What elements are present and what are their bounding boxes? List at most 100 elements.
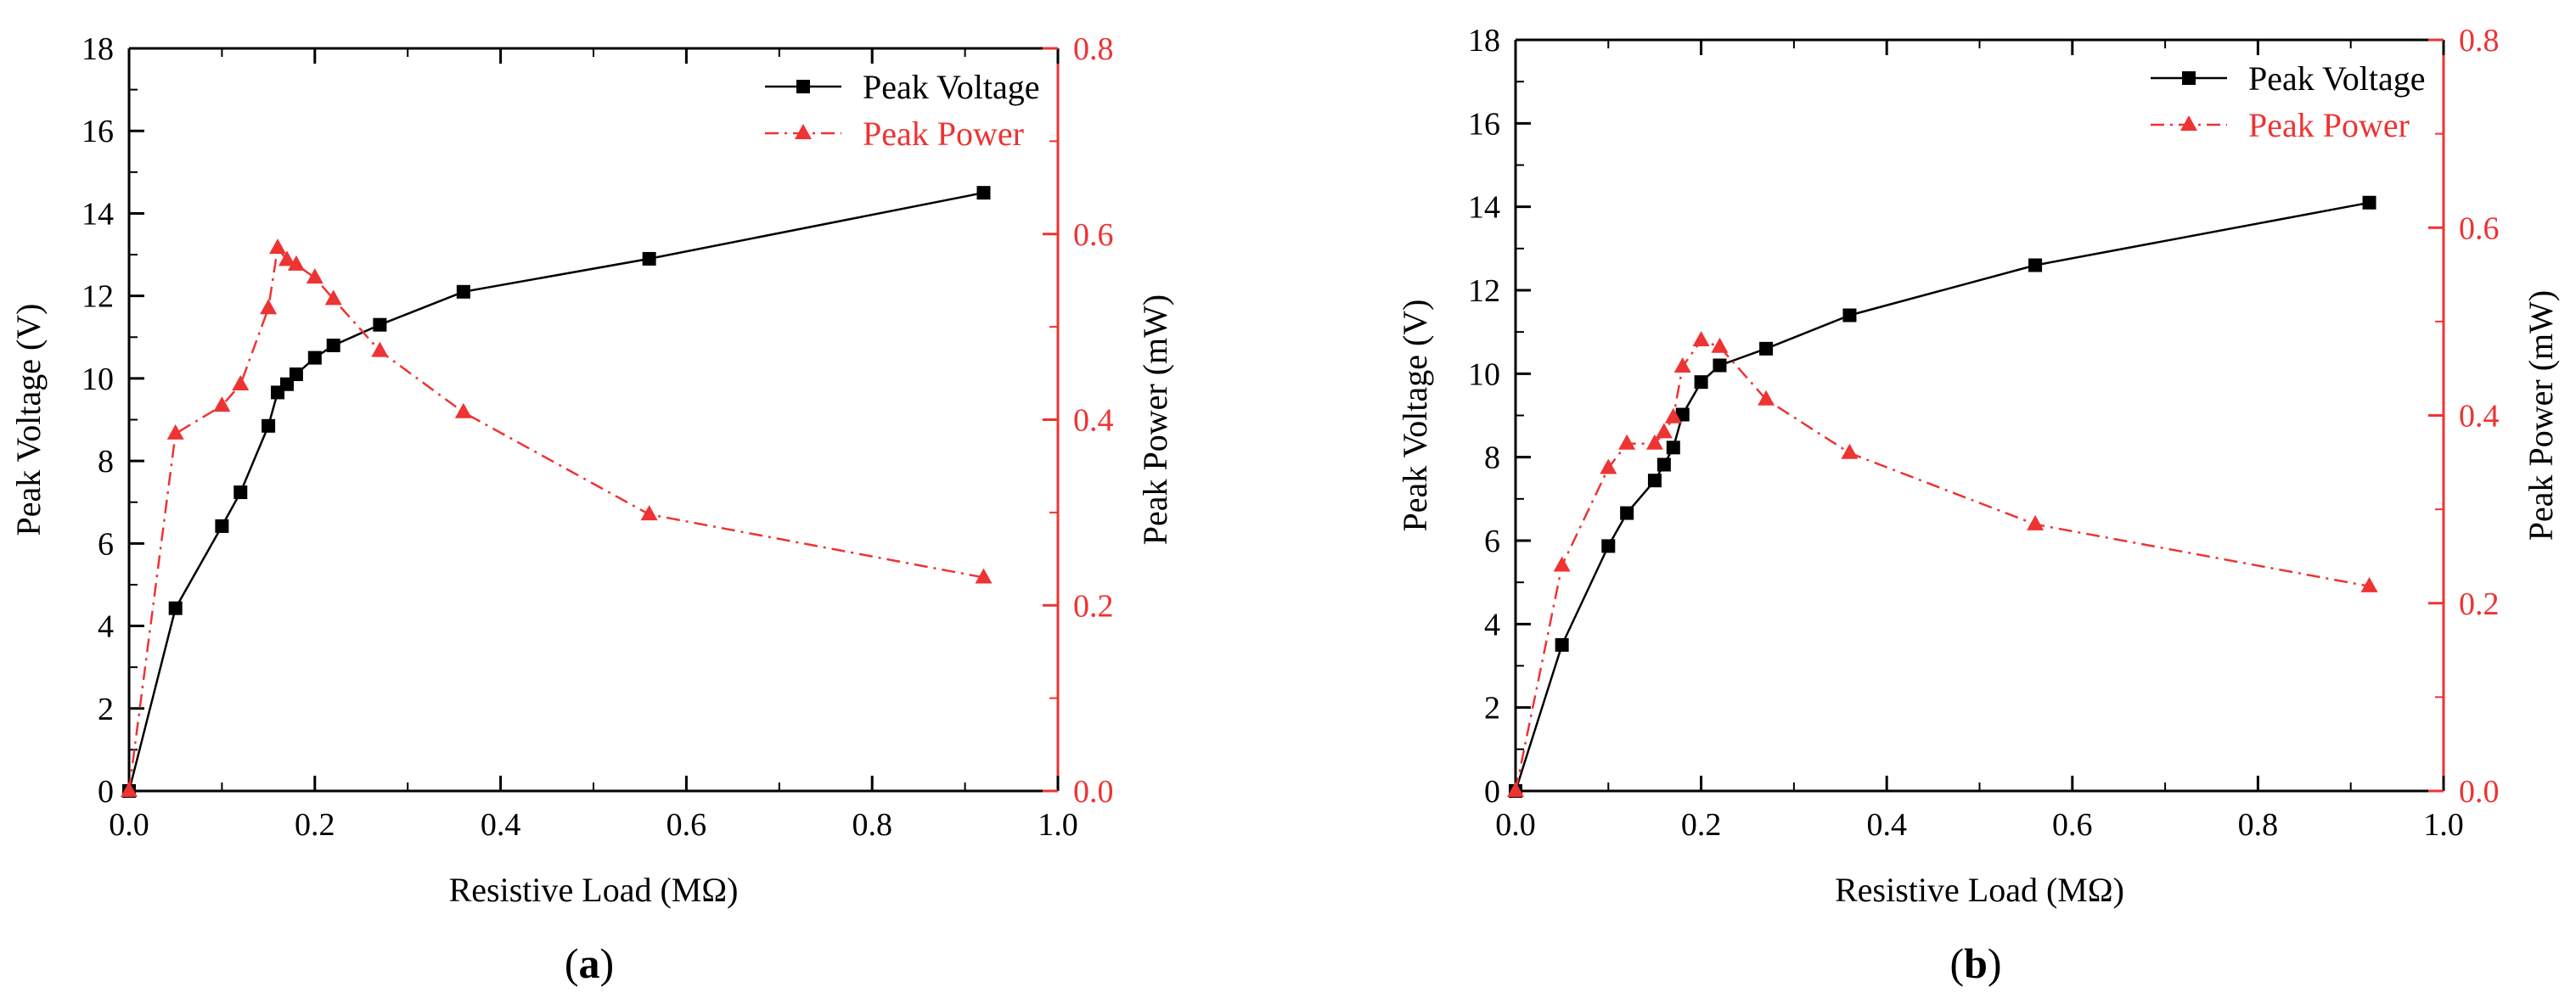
panel-label: (b): [1949, 939, 2001, 987]
peak-power-point: [269, 238, 287, 255]
peak-power-point: [1758, 390, 1775, 406]
x-tick-label: 1.0: [2423, 807, 2464, 843]
y-tick-label: 4: [1484, 607, 1500, 642]
y2-tick-label: 0.8: [2459, 23, 2500, 59]
peak-power-point: [2360, 576, 2378, 592]
y-tick-label: 4: [98, 609, 114, 645]
peak-power-point: [1664, 407, 1682, 423]
peak-voltage-point: [373, 317, 387, 332]
y2-tick-label: 0.2: [1073, 588, 1114, 624]
x-tick-label: 1.0: [1038, 807, 1078, 843]
panel-b: 0.0 0.2 0.4 0.6 0.8 1.0 0 2 4 6 8 10 12 14 16 18 0.0 0.2 0…: [1396, 23, 2560, 987]
peak-voltage-point: [215, 519, 229, 533]
y-tick-label: 0: [1484, 774, 1500, 810]
x-tick-label: 0.6: [2052, 807, 2093, 843]
y2-tick-label: 0.4: [2459, 399, 2500, 435]
y-tick-label: 14: [82, 196, 114, 232]
legend-label-peak-voltage: Peak Voltage: [863, 68, 1040, 106]
peak-voltage-point: [642, 251, 656, 266]
x-tick-label: 0.6: [666, 807, 707, 843]
peak-voltage-point: [1656, 457, 1671, 472]
peak-power-point: [1600, 458, 1617, 474]
peak-voltage-point: [168, 601, 183, 615]
peak-power-point: [232, 374, 250, 390]
peak-power-point: [213, 396, 231, 412]
legend-marker-peak-power: [795, 124, 812, 139]
y-tick-label: 10: [82, 362, 114, 397]
x-tick-label: 0.2: [295, 807, 335, 843]
panel-label: (a): [565, 939, 614, 987]
y-tick-label: 16: [1468, 106, 1500, 142]
legend-label-peak-power: Peak Power: [863, 115, 1024, 153]
peak-power-point: [1711, 337, 1729, 353]
peak-voltage-point: [262, 418, 276, 433]
y-tick-label: 8: [98, 444, 114, 480]
y-axis-title: Peak Voltage (V): [9, 303, 48, 536]
peak-power-point: [1841, 443, 1859, 459]
x-tick-label: 0.4: [481, 807, 521, 843]
x-tick-label: 0.8: [2238, 807, 2279, 843]
y-tick-label: 12: [1468, 273, 1500, 309]
series-line-peak-power: [127, 245, 984, 792]
peak-power-point: [371, 341, 389, 357]
peak-voltage-point: [1842, 308, 1857, 323]
y-tick-label: 6: [98, 526, 114, 562]
peak-power-point: [306, 268, 323, 284]
y-tick-label: 14: [1468, 190, 1500, 226]
peak-voltage-point: [456, 284, 470, 299]
series-line-peak-power: [1514, 339, 2370, 792]
peak-voltage-point: [289, 367, 303, 382]
y2-tick-label: 0.0: [1073, 774, 1114, 810]
panel-label-letter: b: [1964, 939, 1988, 987]
peak-voltage-point: [233, 485, 248, 500]
y2-tick-label: 0.0: [2459, 774, 2500, 810]
peak-power-point: [1645, 434, 1663, 450]
legend-label-peak-voltage: Peak Voltage: [2248, 59, 2426, 98]
peak-voltage-point: [307, 351, 322, 365]
peak-power-point: [260, 299, 278, 315]
x-axis-title: Resistive Load (MΩ): [449, 871, 739, 909]
y2-tick-label: 0.8: [1073, 31, 1114, 67]
y-tick-label: 6: [1484, 524, 1500, 559]
peak-voltage-point: [1759, 341, 1774, 356]
y2-axis-title: Peak Power (mW): [2522, 290, 2560, 541]
y-tick-label: 18: [82, 31, 114, 67]
peak-power-point: [166, 423, 184, 440]
y-tick-label: 12: [82, 279, 114, 315]
y-tick-label: 10: [1468, 356, 1500, 392]
peak-power-point: [287, 255, 305, 271]
x-axis-title: Resistive Load (MΩ): [1835, 871, 2124, 909]
peak-power-point: [2027, 514, 2044, 530]
peak-power-point: [1618, 434, 1636, 450]
peak-power-point: [278, 250, 295, 266]
y2-tick-label: 0.6: [1073, 217, 1114, 253]
y-tick-label: 0: [98, 774, 114, 810]
peak-voltage-point: [1620, 506, 1634, 520]
y-tick-label: 2: [1484, 691, 1500, 726]
peak-power-point: [121, 782, 138, 797]
peak-power-point: [324, 289, 342, 306]
x-tick-label: 0.0: [109, 807, 149, 843]
y-tick-label: 2: [98, 692, 114, 727]
peak-voltage-point: [1675, 407, 1690, 422]
x-tick-label: 0.8: [852, 807, 892, 843]
peak-voltage-point: [1601, 539, 1616, 553]
y2-tick-label: 0.6: [2459, 210, 2500, 246]
peak-power-point: [1507, 782, 1524, 797]
y-tick-label: 16: [82, 114, 114, 149]
x-tick-label: 0.2: [1681, 807, 1722, 843]
legend-marker-peak-voltage: [796, 80, 810, 93]
peak-power-point: [454, 402, 472, 418]
peak-voltage-point: [1713, 358, 1727, 373]
peak-power-point: [975, 568, 993, 584]
panel-a: 0.0 0.2 0.4 0.6 0.8 1.0 0 2 4 6 8 10 12 14 16 18 0.0 0.2 0…: [9, 31, 1174, 987]
peak-voltage-point: [1647, 474, 1662, 488]
series-line-peak-voltage: [127, 191, 984, 792]
peak-power-point: [1692, 331, 1710, 346]
peak-power-point: [1655, 423, 1673, 439]
y-tick-label: 8: [1484, 440, 1500, 476]
legend-marker-peak-power: [2180, 115, 2197, 131]
peak-voltage-point: [2362, 195, 2376, 210]
series-line-peak-voltage: [1514, 201, 2370, 792]
peak-voltage-point: [1555, 637, 1569, 652]
